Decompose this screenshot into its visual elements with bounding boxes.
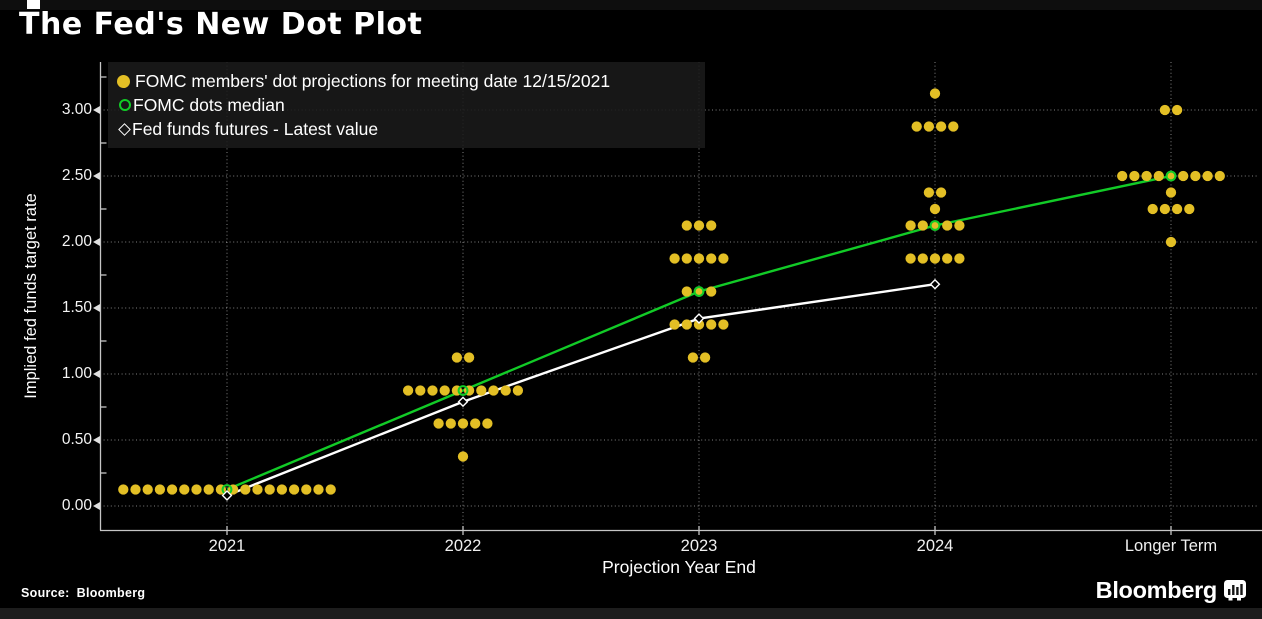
y-tick-label: 1.00 <box>8 364 100 384</box>
legend-label: Fed funds futures - Latest value <box>132 118 379 139</box>
y-tick-label: 1.50 <box>8 298 100 318</box>
tick-arrow-icon <box>93 502 100 510</box>
tick-arrow-icon <box>93 304 100 312</box>
bloomberg-logo: Bloomberg <box>1096 577 1246 604</box>
y-axis-title: Implied fed funds target rate <box>22 193 40 399</box>
y-tick-label: 0.00 <box>8 496 100 516</box>
source-value: Bloomberg <box>76 586 146 600</box>
source-label: Source: <box>21 586 70 600</box>
tick-arrow-icon <box>93 436 100 444</box>
legend: FOMC members' dot projections for meetin… <box>108 62 705 148</box>
legend-label: FOMC dots median <box>133 94 285 115</box>
x-tick-label: 2021 <box>208 537 246 555</box>
y-tick-label: 0.50 <box>8 430 100 450</box>
bottom-bar <box>0 608 1262 619</box>
filled-circle-icon <box>117 74 130 88</box>
open-diamond-icon <box>118 122 131 136</box>
source-line: Source: Bloomberg <box>21 586 145 600</box>
legend-label: FOMC members' dot projections for meetin… <box>135 70 611 91</box>
chart-title: The Fed's New Dot Plot <box>19 7 423 42</box>
y-tick-label: 2.50 <box>8 166 100 186</box>
bloomberg-terminal-icon <box>1224 580 1246 601</box>
x-axis-title: Projection Year End <box>602 557 756 577</box>
top-strip <box>0 0 1262 10</box>
bloomberg-wordmark: Bloomberg <box>1095 577 1218 603</box>
open-circle-icon <box>119 99 131 111</box>
tick-arrow-icon <box>93 172 100 180</box>
legend-item-futures: Fed funds futures - Latest value <box>117 117 695 141</box>
tick-arrow-icon <box>93 106 100 114</box>
x-tick-label: 2022 <box>444 537 482 555</box>
x-tick-label: 2024 <box>916 537 954 555</box>
y-tick-label: 3.00 <box>8 100 100 120</box>
legend-item-dots: FOMC members' dot projections for meetin… <box>117 69 695 93</box>
x-tick-label: Longer Term <box>1124 537 1218 555</box>
tick-arrow-icon <box>93 238 100 246</box>
y-tick-label: 2.00 <box>8 232 100 252</box>
window-artifact <box>27 0 40 9</box>
legend-item-median: FOMC dots median <box>117 93 695 117</box>
tick-arrow-icon <box>93 370 100 378</box>
x-tick-label: 2023 <box>680 537 718 555</box>
